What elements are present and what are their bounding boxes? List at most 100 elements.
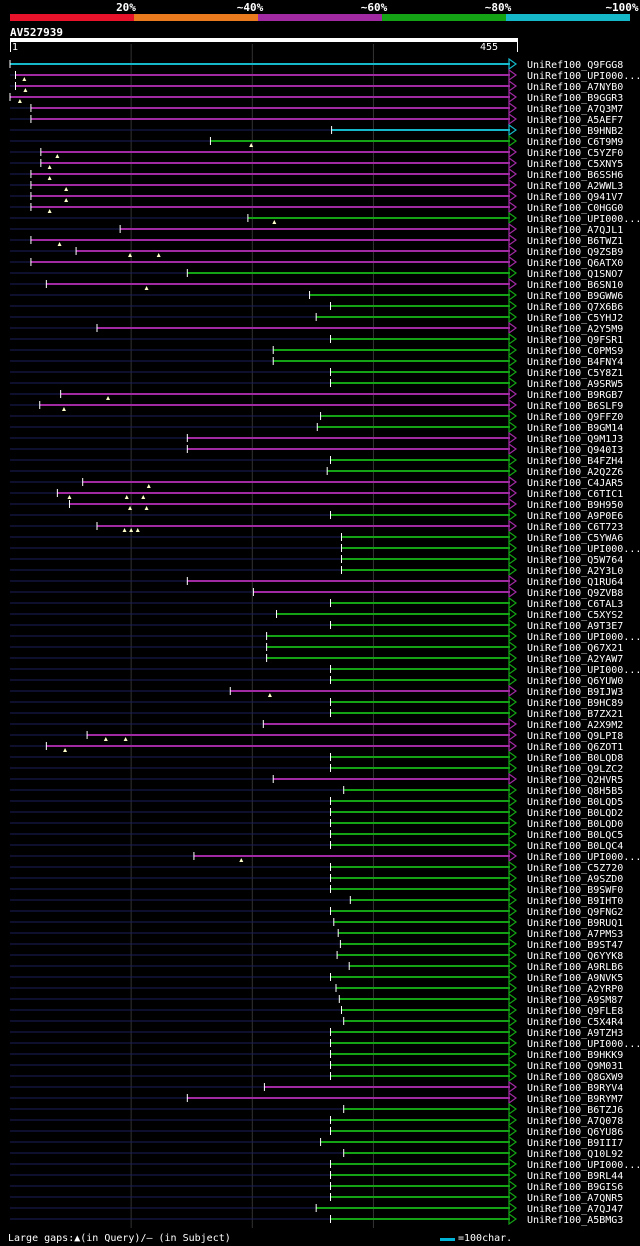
hit-label[interactable]: UniRef100_A2X9M2 — [527, 720, 623, 731]
hit-label[interactable]: UniRef100_B7ZX21 — [527, 709, 623, 720]
hit-label[interactable]: UniRef100_B9RUQ1 — [527, 918, 623, 929]
hit-label[interactable]: UniRef100_B9RYM7 — [527, 1094, 623, 1105]
hit-label[interactable]: UniRef100_Q940I3 — [527, 445, 623, 456]
hit-label[interactable]: UniRef100_A7Q3M7 — [527, 104, 623, 115]
hit-label[interactable]: UniRef100_B0LQD0 — [527, 819, 623, 830]
hit-label[interactable]: UniRef100_B9ST47 — [527, 940, 623, 951]
hit-label[interactable]: UniRef100_C5YZF0 — [527, 148, 623, 159]
hit-label[interactable]: UniRef100_Q9LZC2 — [527, 764, 623, 775]
hit-label[interactable]: UniRef100_A7QNR5 — [527, 1193, 623, 1204]
hit-label[interactable]: UniRef100_B9HNB2 — [527, 126, 623, 137]
hit-label[interactable]: UniRef100_B9GM14 — [527, 423, 623, 434]
hit-label[interactable]: UniRef100_Q7X6B6 — [527, 302, 623, 313]
hit-label[interactable]: UniRef100_A9RLB6 — [527, 962, 623, 973]
hit-label[interactable]: UniRef100_Q67X21 — [527, 643, 623, 654]
hit-label[interactable]: UniRef100_UPI000... — [527, 214, 640, 225]
hit-label[interactable]: UniRef100_B6SSH6 — [527, 170, 623, 181]
hit-label[interactable]: UniRef100_A9TZH3 — [527, 1028, 623, 1039]
hit-label[interactable]: UniRef100_Q9LPI8 — [527, 731, 623, 742]
hit-label[interactable]: UniRef100_C5YHJ2 — [527, 313, 623, 324]
hit-label[interactable]: UniRef100_A7QJL1 — [527, 225, 623, 236]
hit-label[interactable]: UniRef100_B9IJW3 — [527, 687, 623, 698]
hit-label[interactable]: UniRef100_B9GIS6 — [527, 1182, 623, 1193]
hit-label[interactable]: UniRef100_Q6YU86 — [527, 1127, 623, 1138]
hit-label[interactable]: UniRef100_C6TAL3 — [527, 599, 623, 610]
hit-label[interactable]: UniRef100_A9P0E6 — [527, 511, 623, 522]
hit-label[interactable]: UniRef100_A7QJ47 — [527, 1204, 623, 1215]
hit-label[interactable]: UniRef100_Q9FFZ0 — [527, 412, 623, 423]
hit-label[interactable]: UniRef100_Q9ZVB8 — [527, 588, 623, 599]
hit-label[interactable]: UniRef100_B0LQD5 — [527, 797, 623, 808]
hit-label[interactable]: UniRef100_B9III7 — [527, 1138, 623, 1149]
hit-label[interactable]: UniRef100_B9SWF0 — [527, 885, 623, 896]
hit-label[interactable]: UniRef100_B0LQC4 — [527, 841, 623, 852]
hit-label[interactable]: UniRef100_B6SN10 — [527, 280, 623, 291]
hit-label[interactable]: UniRef100_A2Y5M9 — [527, 324, 623, 335]
hit-label[interactable]: UniRef100_A5AEF7 — [527, 115, 623, 126]
hit-label[interactable]: UniRef100_C4JAR5 — [527, 478, 623, 489]
hit-label[interactable]: UniRef100_C5YWA6 — [527, 533, 623, 544]
hit-label[interactable]: UniRef100_B4FNY4 — [527, 357, 623, 368]
hit-label[interactable]: UniRef100_A5BMG3 — [527, 1215, 623, 1226]
hit-label[interactable]: UniRef100_Q6YUW0 — [527, 676, 623, 687]
hit-label[interactable]: UniRef100_A7NYB0 — [527, 82, 623, 93]
hit-label[interactable]: UniRef100_A7Q078 — [527, 1116, 623, 1127]
hit-label[interactable]: UniRef100_B9HC89 — [527, 698, 623, 709]
hit-label[interactable]: UniRef100_Q2HVR5 — [527, 775, 623, 786]
hit-label[interactable]: UniRef100_A9SM87 — [527, 995, 623, 1006]
hit-label[interactable]: UniRef100_Q9ZSB9 — [527, 247, 623, 258]
hit-label[interactable]: UniRef100_B9IHT0 — [527, 896, 623, 907]
hit-label[interactable]: UniRef100_Q6ATX0 — [527, 258, 623, 269]
hit-label[interactable]: UniRef100_Q9FNG2 — [527, 907, 623, 918]
hit-label[interactable]: UniRef100_A2WWL3 — [527, 181, 623, 192]
hit-label[interactable]: UniRef100_A9SZD0 — [527, 874, 623, 885]
hit-label[interactable]: UniRef100_B9RYV4 — [527, 1083, 623, 1094]
hit-label[interactable]: UniRef100_A2YRP0 — [527, 984, 623, 995]
hit-label[interactable]: UniRef100_Q8H5B5 — [527, 786, 623, 797]
hit-label[interactable]: UniRef100_A2Q2Z6 — [527, 467, 623, 478]
hit-label[interactable]: UniRef100_Q9FGG8 — [527, 60, 623, 71]
hit-label[interactable]: UniRef100_Q1RU64 — [527, 577, 623, 588]
hit-label[interactable]: UniRef100_Q9M1J3 — [527, 434, 623, 445]
hit-label[interactable]: UniRef100_C5X4R4 — [527, 1017, 623, 1028]
hit-label[interactable]: UniRef100_Q5W764 — [527, 555, 623, 566]
hit-label[interactable]: UniRef100_Q9FLE8 — [527, 1006, 623, 1017]
hit-label[interactable]: UniRef100_C5XYS2 — [527, 610, 623, 621]
hit-label[interactable]: UniRef100_A9NVK5 — [527, 973, 623, 984]
hit-label[interactable]: UniRef100_B4FZH4 — [527, 456, 623, 467]
hit-label[interactable]: UniRef100_A7PMS3 — [527, 929, 623, 940]
hit-label[interactable]: UniRef100_C5XNY5 — [527, 159, 623, 170]
hit-label[interactable]: UniRef100_B9GWW6 — [527, 291, 623, 302]
hit-label[interactable]: UniRef100_C6T9M9 — [527, 137, 623, 148]
hit-label[interactable]: UniRef100_B0LQC5 — [527, 830, 623, 841]
hit-label[interactable]: UniRef100_B9RGB7 — [527, 390, 623, 401]
hit-label[interactable]: UniRef100_UPI000... — [527, 632, 640, 643]
hit-label[interactable]: UniRef100_C0PMS9 — [527, 346, 623, 357]
hit-label[interactable]: UniRef100_Q8GXW9 — [527, 1072, 623, 1083]
hit-label[interactable]: UniRef100_A9SRW5 — [527, 379, 623, 390]
hit-label[interactable]: UniRef100_A2YAW7 — [527, 654, 623, 665]
hit-label[interactable]: UniRef100_UPI000... — [527, 1039, 640, 1050]
hit-label[interactable]: UniRef100_Q9FSR1 — [527, 335, 623, 346]
hit-label[interactable]: UniRef100_B9GGR3 — [527, 93, 623, 104]
hit-label[interactable]: UniRef100_UPI000... — [527, 71, 640, 82]
hit-label[interactable]: UniRef100_Q6ZOT1 — [527, 742, 623, 753]
hit-label[interactable]: UniRef100_B9HKK9 — [527, 1050, 623, 1061]
hit-label[interactable]: UniRef100_B0LQD2 — [527, 808, 623, 819]
hit-label[interactable]: UniRef100_B9H950 — [527, 500, 623, 511]
hit-label[interactable]: UniRef100_UPI000... — [527, 852, 640, 863]
hit-label[interactable]: UniRef100_B6TWZ1 — [527, 236, 623, 247]
hit-label[interactable]: UniRef100_Q1SNO7 — [527, 269, 623, 280]
hit-label[interactable]: UniRef100_C0HGG0 — [527, 203, 623, 214]
hit-label[interactable]: UniRef100_C5Z720 — [527, 863, 623, 874]
hit-label[interactable]: UniRef100_B6TZJ6 — [527, 1105, 623, 1116]
hit-label[interactable]: UniRef100_A9T3E7 — [527, 621, 623, 632]
hit-label[interactable]: UniRef100_Q941V7 — [527, 192, 623, 203]
hit-label[interactable]: UniRef100_UPI000... — [527, 665, 640, 676]
hit-label[interactable]: UniRef100_UPI000... — [527, 544, 640, 555]
hit-label[interactable]: UniRef100_C6TIC1 — [527, 489, 623, 500]
hit-label[interactable]: UniRef100_Q10L92 — [527, 1149, 623, 1160]
hit-label[interactable]: UniRef100_Q6YYK8 — [527, 951, 623, 962]
hit-label[interactable]: UniRef100_B9RL44 — [527, 1171, 623, 1182]
hit-label[interactable]: UniRef100_A2Y3L0 — [527, 566, 623, 577]
